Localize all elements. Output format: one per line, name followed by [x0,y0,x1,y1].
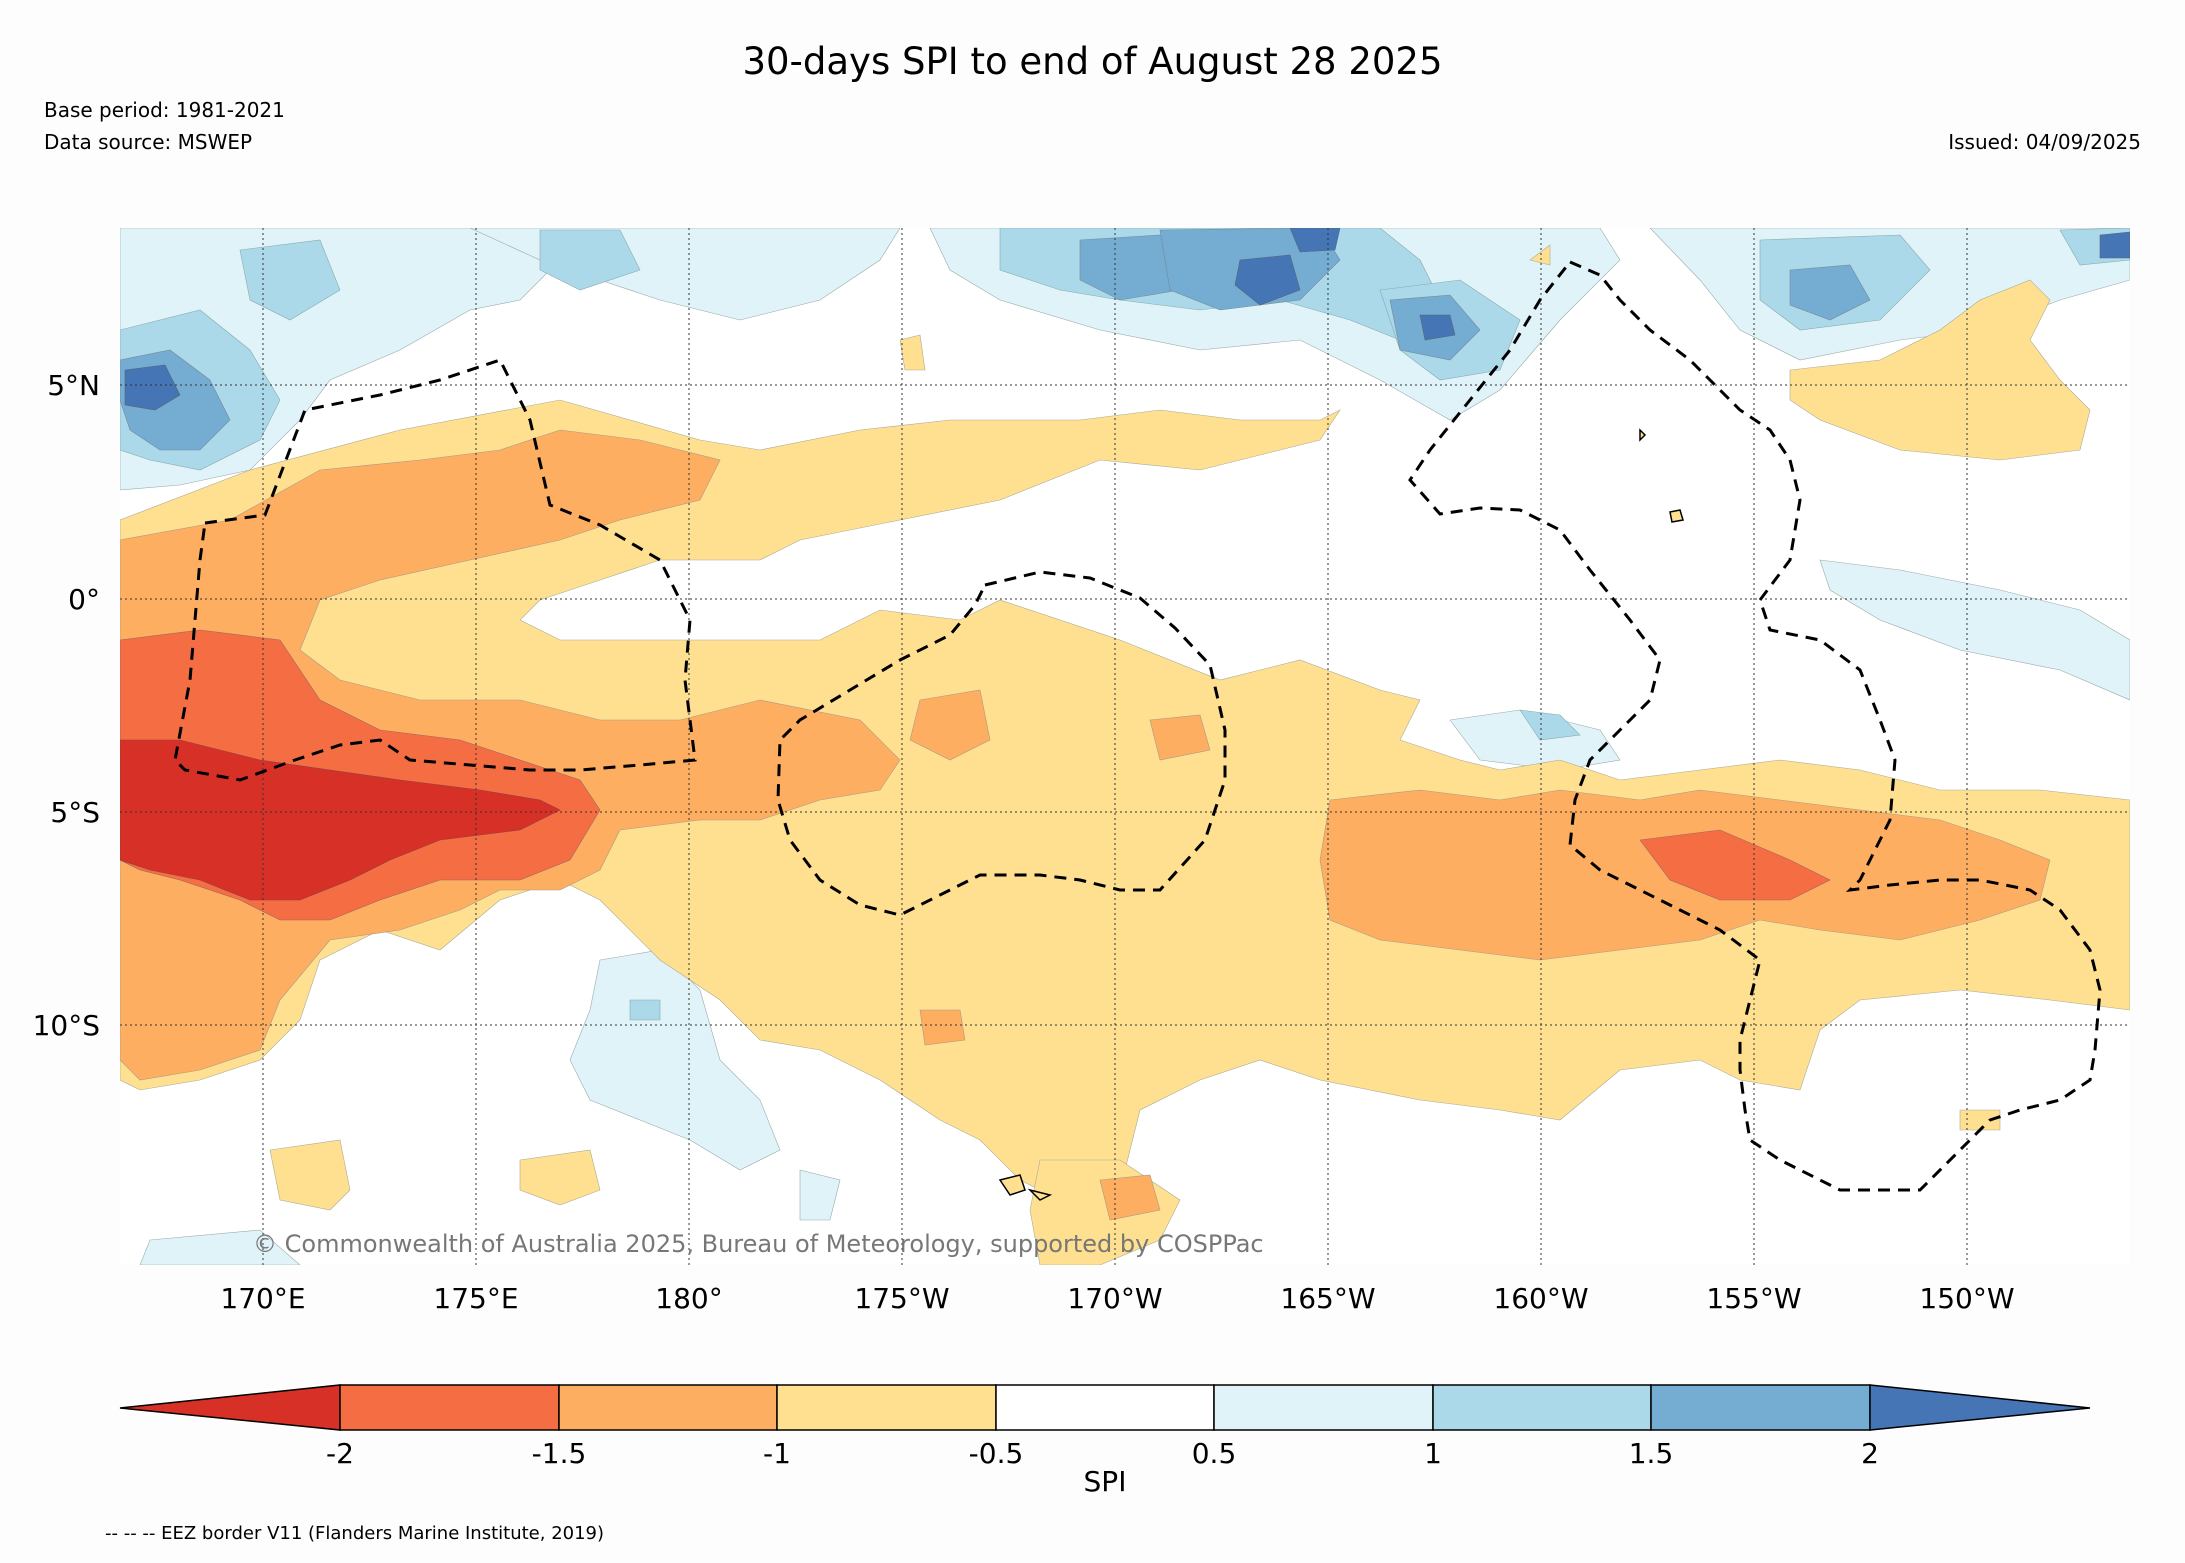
colorbar-bin [558,1384,778,1431]
colorbar-ticks: -2 -1.5 -1 -0.5 0.5 1 1.5 2 [326,1437,1879,1470]
data-source: Data source: MSWEP [44,130,253,154]
colorbar-bin [776,1384,997,1431]
colorbar-tick: 1 [1424,1437,1442,1470]
colorbar-bin [1432,1384,1652,1431]
colorbar-tick: -2 [326,1437,354,1470]
lon-tick: 160°W [1493,1282,1588,1315]
colorbar-tick: 2 [1861,1437,1879,1470]
colorbar-tick: 1.5 [1629,1437,1674,1470]
lat-tick-0: 0° [68,583,100,616]
eez-legend: -- -- -- EEZ border V11 (Flanders Marine… [105,1523,605,1544]
lat-tick-5s: 5°S [50,796,100,829]
lat-tick-5n: 5°N [47,369,100,402]
lon-tick: 150°W [1919,1282,2014,1315]
colorbar-bin [1650,1384,1871,1431]
issued-date: Issued: 04/09/2025 [1948,130,2141,154]
island-outlines [998,428,1684,1201]
copyright-text: © Commonwealth of Australia 2025, Bureau… [253,1230,1264,1258]
lon-ticks: 170°E 175°E 180° 175°W 170°W 165°W 160°W… [220,1282,2014,1315]
colorbar-tick: -0.5 [969,1437,1024,1470]
colorbar-bin [995,1384,1215,1431]
lon-tick: 165°W [1280,1282,1375,1315]
lat-ticks: 5°N 0° 5°S 10°S [33,369,100,1042]
lon-tick: 155°W [1706,1282,1801,1315]
colorbar-bin [1213,1384,1434,1431]
base-period: Base period: 1981-2021 [44,98,285,122]
colorbar-tick: -1 [763,1437,791,1470]
lon-tick: 170°W [1067,1282,1162,1315]
eez-borders [173,260,2102,1192]
colorbar-extend-max [1869,1384,2091,1431]
lon-tick: 175°W [854,1282,949,1315]
lon-tick: 170°E [220,1282,305,1315]
colorbar-label: SPI [1083,1465,1127,1498]
lat-tick-10s: 10°S [33,1009,100,1042]
colorbar-extend-min [119,1384,341,1431]
colorbar-tick: -1.5 [532,1437,587,1470]
colorbar-tick: 0.5 [1192,1437,1237,1470]
spi-field [120,228,2130,1265]
map-title: 30-days SPI to end of August 28 2025 [742,40,1443,83]
colorbar-bin [339,1384,560,1431]
colorbar [119,1384,2091,1431]
lon-tick: 180° [655,1282,722,1315]
graticule [120,228,2130,1265]
lon-tick: 175°E [433,1282,518,1315]
